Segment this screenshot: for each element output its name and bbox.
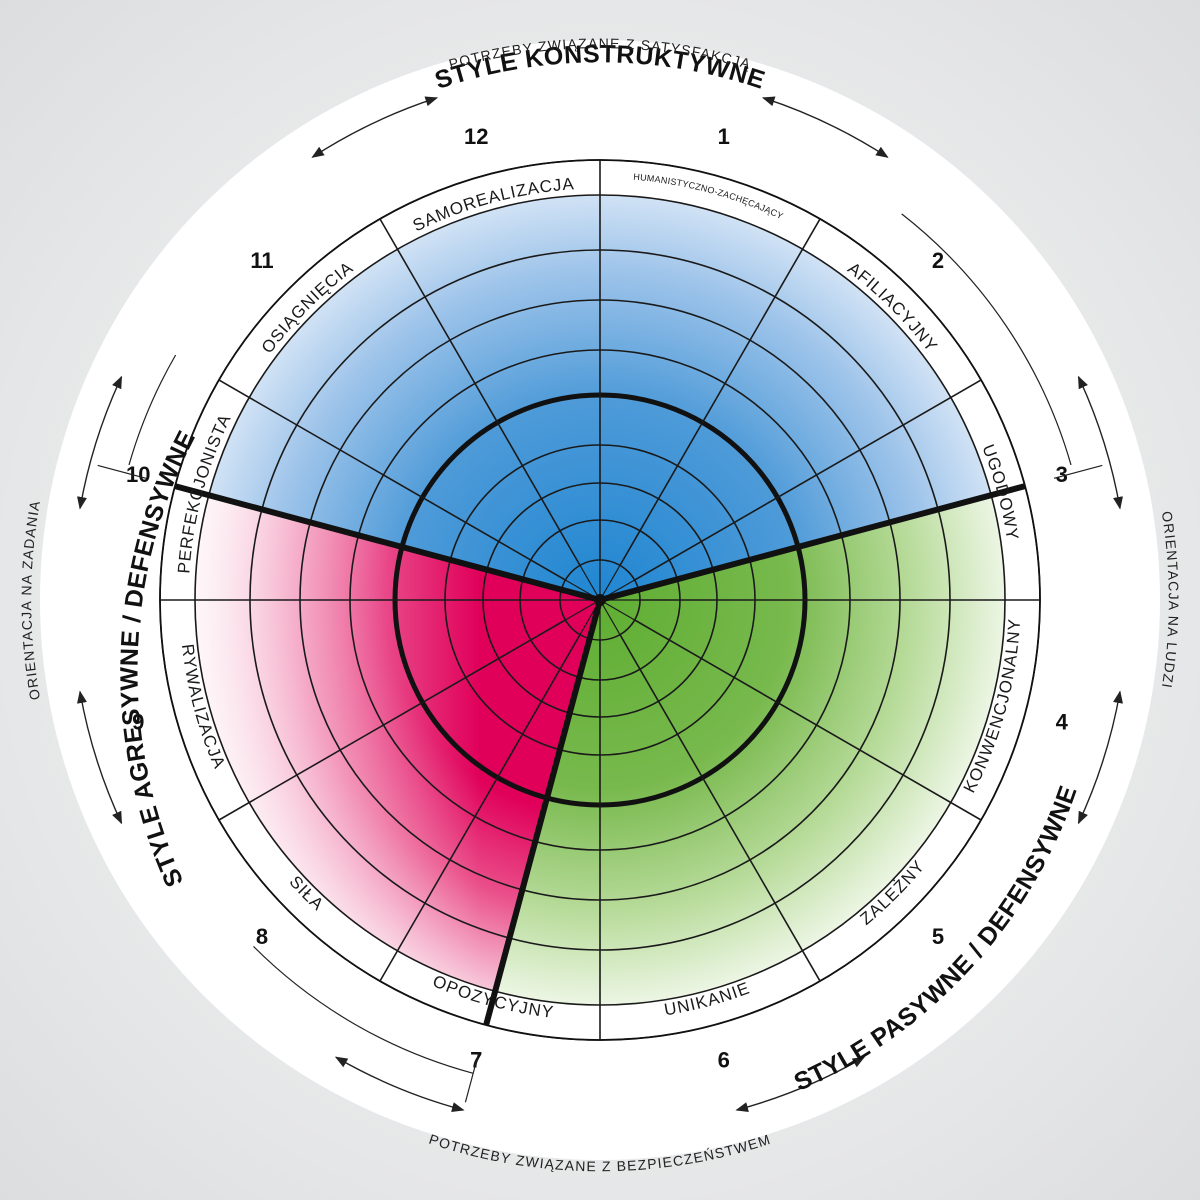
spoke	[379, 218, 581, 566]
arrow-left-upper	[77, 375, 123, 510]
arrow-bottom-right	[735, 1056, 866, 1112]
segment-number: 8	[256, 924, 268, 949]
group-divider	[174, 483, 601, 603]
segment-number: 4	[1056, 710, 1069, 735]
spoke-inner	[599, 599, 621, 635]
boundary-tick	[464, 1053, 479, 1103]
group-divider	[483, 599, 603, 1026]
spoke	[619, 218, 821, 566]
group-divider	[599, 483, 1026, 603]
orientation-right-label: ORIENTACJA NA LUDZI	[1159, 510, 1182, 690]
sector-passive	[495, 495, 1006, 1005]
segment-number: 9	[132, 710, 144, 735]
arrow-right-lower	[1077, 690, 1123, 825]
segment-number: 5	[932, 924, 944, 949]
boundary-tick	[1053, 464, 1103, 479]
arrow-bottom-left	[334, 1056, 465, 1112]
spoke	[218, 619, 566, 821]
segment-numbers: 123456789101112	[126, 124, 1069, 1072]
segment-number: 2	[932, 248, 944, 273]
spoke-inner	[599, 565, 621, 601]
spoke	[379, 634, 581, 982]
arrow-top-right	[761, 96, 889, 158]
spoke	[634, 619, 982, 821]
arrow-right-upper	[1077, 375, 1123, 510]
segment-number: 6	[718, 1048, 730, 1073]
spoke-inner	[565, 599, 601, 621]
arrow-left-lower	[77, 690, 123, 825]
segment-number: 12	[464, 124, 488, 149]
center-dot	[594, 594, 606, 606]
segment-number: 1	[718, 124, 730, 149]
segment-number: 3	[1056, 462, 1068, 487]
boundary-arc-bottom	[253, 946, 474, 1074]
boundary-tick	[97, 464, 147, 479]
segment-number: 11	[250, 248, 273, 273]
orientation-left-label: ORIENTACJA NA ZADANIA	[18, 499, 43, 702]
boundary-arc-right	[901, 213, 1072, 466]
spokes	[160, 160, 1040, 1040]
spoke	[619, 634, 821, 982]
spoke	[634, 379, 982, 581]
boundary-arc-left	[128, 354, 177, 466]
spoke-inner	[599, 599, 635, 621]
spoke-inner	[579, 565, 601, 601]
spoke	[218, 379, 566, 581]
arrow-top-left	[311, 96, 439, 158]
outer-annotations	[77, 96, 1123, 1112]
